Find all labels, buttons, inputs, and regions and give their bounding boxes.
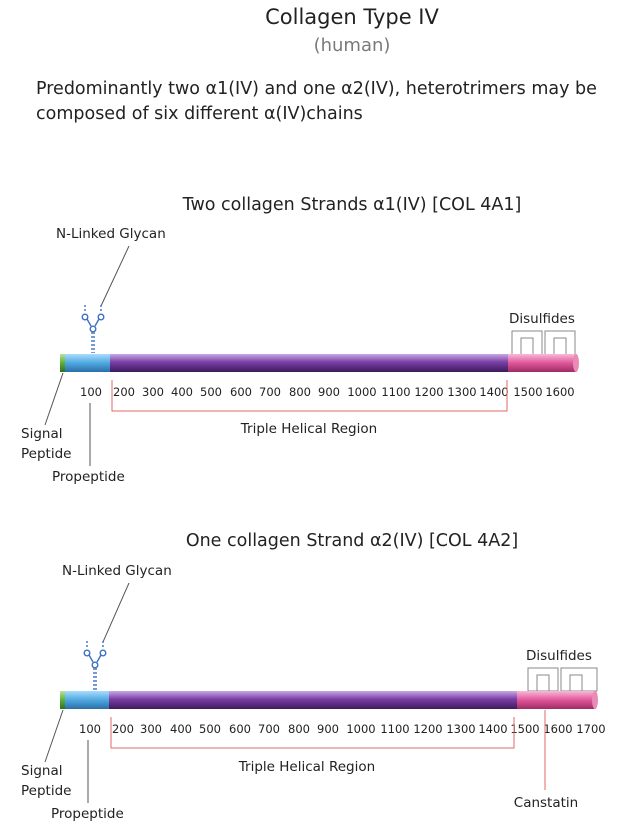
strand-2-bar-end: [592, 691, 598, 709]
description-line-2: composed of six different α(IV)chains: [36, 104, 363, 124]
strand-1-tick: 600: [230, 385, 252, 399]
strand-2-tick: 1600: [543, 722, 572, 736]
strand-2-signal-leader: [44, 709, 64, 763]
strand-1-title: Two collagen Strands α1(IV) [COL 4A1]: [182, 195, 522, 215]
strand-1-triple-helical-segment: [110, 354, 508, 372]
strand-1-tick: 200: [113, 385, 135, 399]
strand-1-tick: 1000: [347, 385, 376, 399]
strand-1-disulfide-bonds: [511, 330, 576, 356]
strand-2-tick: 600: [229, 722, 251, 736]
strand-1-tick: 300: [142, 385, 164, 399]
strand-2-diagram: One collagen Strand α2(IV) [COL 4A2] N-L…: [21, 531, 606, 822]
strand-2-tick: 700: [258, 722, 280, 736]
strand-2-signal-label-1: Signal: [21, 763, 62, 779]
strand-1-tick: 800: [289, 385, 311, 399]
strand-2-propeptide-label: Propeptide: [51, 806, 124, 822]
strand-2-tick: 300: [140, 722, 162, 736]
strand-2-disulfide-bonds: [527, 667, 598, 692]
strand-2-title: One collagen Strand α2(IV) [COL 4A2]: [186, 531, 518, 551]
strand-2-canstatin-label: Canstatin: [514, 795, 578, 811]
strand-1-glycan-leader: [100, 245, 130, 307]
strand-2-tick: 1500: [510, 722, 539, 736]
description-line-1: Predominantly two α1(IV) and one α2(IV),…: [36, 79, 597, 99]
strand-1-tick: 1400: [479, 385, 508, 399]
page-title: Collagen Type IV: [265, 5, 439, 29]
strand-1-tick: 400: [171, 385, 193, 399]
strand-1-tick: 1300: [447, 385, 476, 399]
strand-1-tick: 900: [318, 385, 340, 399]
strand-1-signal-label-2: Peptide: [21, 446, 71, 462]
strand-2-nc1-segment: [517, 691, 595, 709]
strand-1-tick: 1600: [545, 385, 574, 399]
strand-2-tick: 1200: [413, 722, 442, 736]
strand-1-helical-bracket: [111, 380, 508, 412]
strand-1-tick: 100: [80, 385, 102, 399]
strand-1-nc1-segment: [508, 354, 576, 372]
strand-1-signal-label-1: Signal: [21, 426, 62, 442]
strand-1-signal-peptide-segment: [60, 354, 65, 372]
strand-2-glycan-icon: [83, 641, 107, 690]
strand-1-tick: 700: [259, 385, 281, 399]
strand-2-signal-peptide-segment: [60, 691, 65, 709]
strand-2-tick: 800: [288, 722, 310, 736]
strand-2-propeptide-segment: [65, 691, 109, 709]
strand-2-helical-label: Triple Helical Region: [238, 759, 375, 775]
strand-2-tick: 400: [170, 722, 192, 736]
strand-1-tick: 1500: [513, 385, 542, 399]
strand-1-bar: [60, 354, 579, 372]
strand-1-tick: 1100: [381, 385, 410, 399]
strand-2-tick: 500: [199, 722, 221, 736]
strand-1-helical-label: Triple Helical Region: [240, 421, 377, 437]
strand-2-tick: 1100: [380, 722, 409, 736]
strand-2-tick: 100: [79, 722, 101, 736]
strand-2-helical-bracket: [110, 717, 515, 749]
strand-1-glycan-icon: [81, 305, 105, 353]
strand-1-disulfides-label: Disulfides: [509, 311, 575, 327]
strand-1-propeptide-label: Propeptide: [52, 469, 125, 485]
page-subtitle: (human): [314, 35, 391, 56]
strand-2-signal-label-2: Peptide: [21, 783, 71, 799]
strand-1-bar-end: [573, 354, 579, 372]
strand-2-tick: 1000: [346, 722, 375, 736]
strand-2-ticks: 100 200 300 400 500 600 700 800 900 1000…: [79, 722, 606, 736]
strand-2-tick: 1400: [478, 722, 507, 736]
strand-2-bar: [60, 691, 598, 709]
strand-1-tick: 1200: [414, 385, 443, 399]
strand-1-ticks: 100 200 300 400 500 600 700 800 900 1000…: [80, 385, 575, 399]
strand-2-tick: 1700: [576, 722, 605, 736]
strand-2-glycan-label: N-Linked Glycan: [62, 563, 172, 579]
strand-2-tick: 200: [112, 722, 134, 736]
strand-2-glycan-leader: [102, 582, 130, 643]
strand-2-disulfides-label: Disulfides: [526, 648, 592, 664]
strand-2-triple-helical-segment: [109, 691, 517, 709]
strand-2-tick: 1300: [446, 722, 475, 736]
strand-1-diagram: Two collagen Strands α1(IV) [COL 4A1] N-…: [21, 195, 579, 485]
strand-1-propeptide-segment: [65, 354, 110, 372]
strand-2-tick: 900: [317, 722, 339, 736]
strand-1-glycan-label: N-Linked Glycan: [56, 226, 166, 242]
strand-1-signal-leader: [44, 372, 64, 426]
strand-1-tick: 500: [200, 385, 222, 399]
